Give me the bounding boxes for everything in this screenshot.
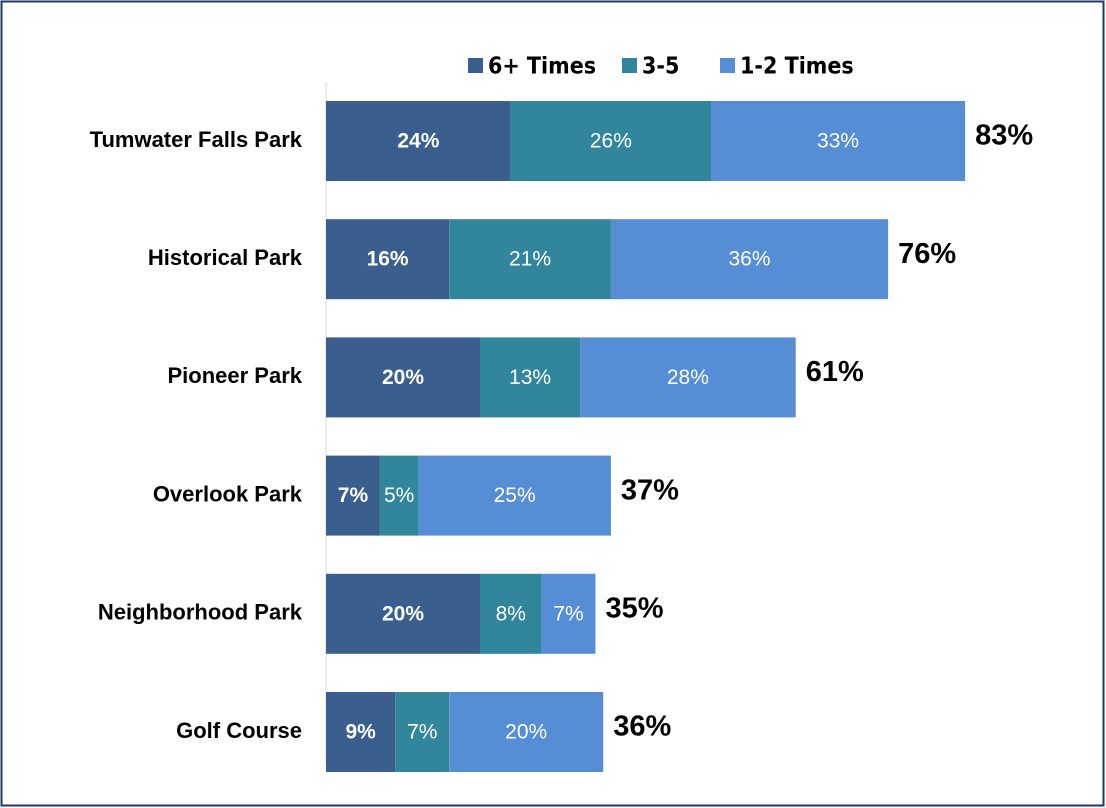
bar-segment — [480, 337, 581, 418]
legend-swatch — [720, 58, 735, 73]
segment-label: 36% — [728, 248, 770, 271]
segment-label: 33% — [817, 130, 859, 153]
segment-label: 25% — [494, 484, 536, 507]
bar-segment — [711, 101, 966, 181]
segment-label: 20% — [505, 721, 547, 744]
category-label: Overlook Park — [153, 481, 303, 506]
bar-segment — [418, 455, 611, 536]
legend-swatch — [468, 58, 483, 73]
bar-segment — [379, 455, 419, 536]
category-label: Neighborhood Park — [98, 600, 303, 625]
bar-segment — [480, 573, 542, 654]
legend-label: 3-5 — [642, 54, 679, 80]
total-label: 37% — [621, 474, 679, 506]
category-label: Tumwater Falls Park — [90, 127, 303, 152]
segment-label: 21% — [509, 248, 551, 271]
segment-label: 28% — [667, 366, 709, 389]
total-label: 35% — [606, 592, 664, 624]
category-label: Historical Park — [148, 245, 303, 270]
segment-label: 8% — [496, 602, 526, 625]
segment-label: 24% — [397, 130, 439, 153]
legend-swatch — [622, 58, 637, 73]
total-label: 76% — [898, 238, 956, 270]
segment-label: 9% — [345, 721, 376, 744]
bar-segment — [610, 219, 889, 300]
bar-segment — [326, 455, 380, 536]
total-label: 61% — [806, 356, 864, 388]
segment-label: 7% — [553, 602, 583, 625]
bar-segment — [326, 337, 480, 418]
legend-label: 6+ Times — [488, 54, 596, 80]
bar-segment — [326, 573, 480, 654]
segment-label: 20% — [382, 602, 424, 625]
segment-label: 5% — [384, 484, 414, 507]
segment-label: 26% — [590, 130, 632, 153]
bar-segment — [326, 101, 511, 181]
segment-label: 20% — [382, 366, 424, 389]
bar-segment — [580, 337, 796, 418]
bar-segment — [541, 573, 596, 654]
segment-label: 7% — [407, 721, 437, 744]
category-label: Pioneer Park — [167, 363, 302, 388]
segment-label: 7% — [338, 484, 369, 507]
bar-segment — [449, 219, 611, 300]
bar-segment — [449, 692, 604, 772]
segment-label: 13% — [509, 366, 551, 389]
bar-segment — [395, 692, 450, 772]
bar-segment — [510, 101, 711, 181]
legend-label: 1-2 Times — [740, 54, 854, 80]
category-label: Golf Course — [176, 718, 302, 743]
segment-label: 16% — [367, 248, 409, 271]
total-label: 83% — [975, 120, 1033, 152]
bar-segment — [326, 219, 450, 300]
total-label: 36% — [613, 711, 671, 743]
bar-segment — [326, 692, 396, 772]
